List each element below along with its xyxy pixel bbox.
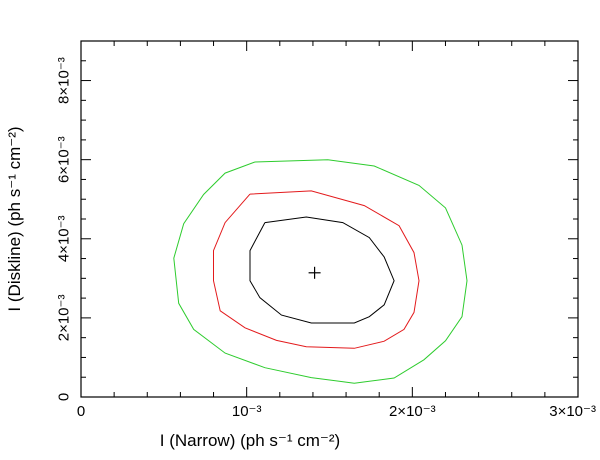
best-fit-marker <box>308 266 321 279</box>
y-tick-label: 2×10⁻³ <box>55 295 72 342</box>
contour-layer <box>173 159 468 384</box>
contour-middle <box>213 190 420 349</box>
y-tick-label: 4×10⁻³ <box>55 215 72 262</box>
plot-frame <box>80 40 579 398</box>
tick-label-layer: 0 10⁻³ 2×10⁻³ 3×10⁻³ 0 2×10⁻³ 4×10⁻³ 6×10⁻³ 8×10… <box>55 57 595 420</box>
x-tick-label: 3×10⁻³ <box>549 403 596 420</box>
y-tick-label: 6×10⁻³ <box>55 136 72 183</box>
contour-outer <box>173 159 468 384</box>
tick-layer <box>80 40 579 398</box>
y-tick-label: 0 <box>56 393 73 401</box>
y-axis-label: I (Diskline) (ph s⁻¹ cm⁻²) <box>5 126 24 311</box>
x-tick-label: 0 <box>77 403 85 420</box>
x-tick-label: 10⁻³ <box>232 403 262 420</box>
x-tick-label: 2×10⁻³ <box>389 403 436 420</box>
contour-inner <box>249 216 395 324</box>
y-tick-label: 8×10⁻³ <box>55 57 72 104</box>
x-axis-label: I (Narrow) (ph s⁻¹ cm⁻²) <box>160 431 340 450</box>
